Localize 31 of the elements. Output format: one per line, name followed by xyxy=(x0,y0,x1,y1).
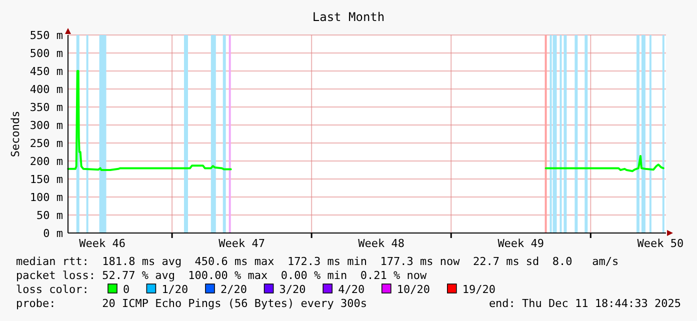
legend-label: 2/20 xyxy=(220,283,247,296)
x-tick-label: Week 50 xyxy=(637,237,684,250)
y-tick-label: 150 m xyxy=(30,172,64,186)
legend-label: 1/20 xyxy=(162,283,188,296)
y-tick-label: 350 m xyxy=(30,100,64,114)
text: packet loss: 52.77 % avg 100.00 % max 0.00 % min 0.21 % now xyxy=(16,269,427,282)
y-tick-label: 200 m xyxy=(30,154,64,168)
x-tick-label: Week 47 xyxy=(218,237,265,250)
x-tick-label: Week 46 xyxy=(79,237,126,250)
chart-title: Last Month xyxy=(312,10,385,24)
y-tick-label: 300 m xyxy=(30,118,64,132)
y-tick-label: 0 m xyxy=(43,226,64,240)
text: end: Thu Dec 11 18:44:33 2025 xyxy=(488,297,681,310)
y-tick-label: 50 m xyxy=(36,208,64,222)
y-tick-label: 400 m xyxy=(30,82,64,96)
legend-label: 4/20 xyxy=(338,283,365,296)
legend-title: loss color: xyxy=(16,283,89,296)
legend-label: 3/20 xyxy=(279,283,306,296)
x-tick-label: Week 48 xyxy=(358,237,405,250)
y-tick-label: 500 m xyxy=(30,46,64,60)
y-axis-title: Seconds xyxy=(9,110,22,158)
legend-label: 0 xyxy=(123,283,130,296)
legend-label: 10/20 xyxy=(396,283,430,296)
y-tick-label: 550 m xyxy=(30,28,64,42)
y-tick-label: 100 m xyxy=(30,190,64,204)
x-tick-label: Week 49 xyxy=(498,237,544,250)
text: probe: 20 ICMP Echo Pings (56 Bytes) every 300s xyxy=(16,297,367,310)
y-tick-label: 250 m xyxy=(30,136,64,150)
y-tick-label: 450 m xyxy=(30,64,64,78)
text: median rtt: 181.8 ms avg 450.6 ms max 172.3 ms min 177.3 ms now 22.7 ms sd 8.0 am/s xyxy=(16,255,619,268)
legend-label: 19/20 xyxy=(462,283,496,296)
